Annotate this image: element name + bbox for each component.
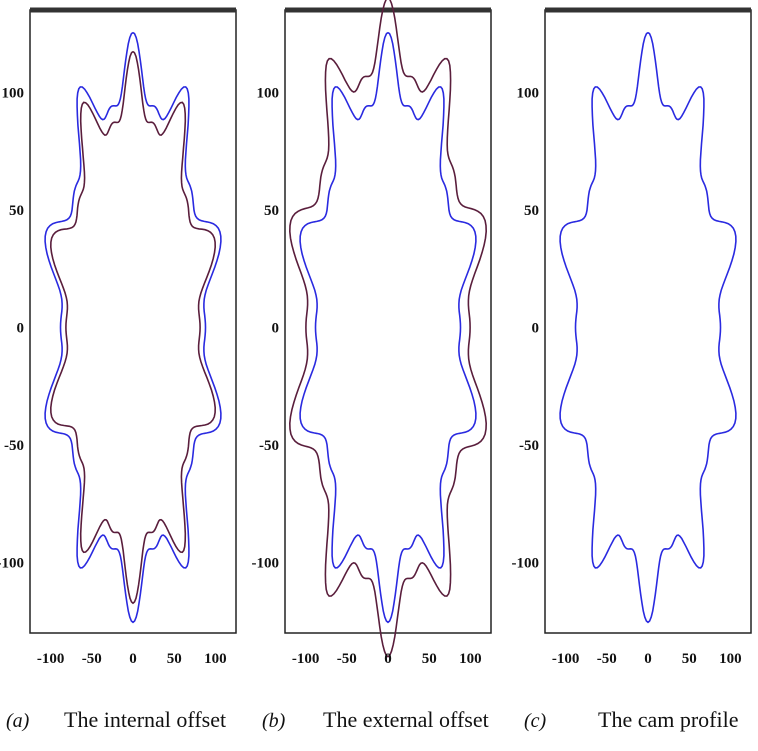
y-tick-label: 100 xyxy=(257,85,280,101)
y-tick-label: -50 xyxy=(519,438,539,454)
y-tick-label: 50 xyxy=(9,203,24,219)
panel-a-y-ticks: 100 50 0 -50 -100 xyxy=(0,85,24,571)
x-tick-label: 100 xyxy=(459,651,482,667)
panel-a-curves xyxy=(44,31,222,624)
y-tick-label: -100 xyxy=(512,555,540,571)
panel-b-x-ticks: -100 -50 0 50 100 xyxy=(292,651,482,667)
x-tick-label: -100 xyxy=(292,651,320,667)
series-line-1 xyxy=(44,31,222,624)
panel-a-letter: (a) xyxy=(6,710,30,732)
series-line-2 xyxy=(49,50,217,605)
x-tick-label: 50 xyxy=(167,651,182,667)
x-tick-label: 50 xyxy=(682,651,697,667)
panel-c-caption: The cam profile xyxy=(598,707,739,732)
y-tick-label: -50 xyxy=(259,438,279,454)
series-line-1 xyxy=(299,31,477,624)
panel-b: 100 50 0 -50 -100 -100 -50 0 50 100 (b) The exte… xyxy=(252,0,492,732)
x-tick-label: 100 xyxy=(719,651,742,667)
x-tick-label: -50 xyxy=(82,651,102,667)
panel-b-caption: The external offset xyxy=(323,707,489,732)
y-tick-label: 100 xyxy=(517,85,540,101)
x-tick-label: 100 xyxy=(204,651,227,667)
panel-b-letter: (b) xyxy=(262,710,286,732)
x-tick-label: 50 xyxy=(422,651,437,667)
y-tick-label: 0 xyxy=(17,320,25,336)
panel-a-x-ticks: -100 -50 0 50 100 xyxy=(37,651,227,667)
panel-c-curves xyxy=(559,31,737,624)
y-tick-label: 50 xyxy=(524,203,539,219)
y-tick-label: -100 xyxy=(0,555,24,571)
panel-c-x-ticks: -100 -50 0 50 100 xyxy=(552,651,742,667)
x-tick-label: -100 xyxy=(37,651,65,667)
x-tick-label: -100 xyxy=(552,651,580,667)
panel-a-caption: The internal offset xyxy=(64,707,226,732)
panel-a: 100 50 0 -50 -100 -100 -50 0 50 100 (a) The inte… xyxy=(0,7,237,732)
panel-c-y-ticks: 100 50 0 -50 -100 xyxy=(512,85,540,571)
x-tick-label: 0 xyxy=(644,651,652,667)
x-tick-label: 0 xyxy=(384,651,392,667)
y-tick-label: -100 xyxy=(252,555,280,571)
x-tick-label: -50 xyxy=(337,651,357,667)
x-tick-label: 0 xyxy=(129,651,137,667)
y-tick-label: 50 xyxy=(264,203,279,219)
series-line-2 xyxy=(288,0,488,658)
panel-c-letter: (c) xyxy=(524,710,547,732)
panel-b-y-ticks: 100 50 0 -50 -100 xyxy=(252,85,280,571)
x-tick-label: -50 xyxy=(597,651,617,667)
series-line-1 xyxy=(559,31,737,624)
y-tick-label: 100 xyxy=(2,85,25,101)
panel-c: 100 50 0 -50 -100 -100 -50 0 50 100 (c) The cam … xyxy=(512,7,752,732)
panel-b-curves xyxy=(288,0,488,658)
y-tick-label: -50 xyxy=(4,438,24,454)
y-tick-label: 0 xyxy=(272,320,280,336)
y-tick-label: 0 xyxy=(532,320,540,336)
